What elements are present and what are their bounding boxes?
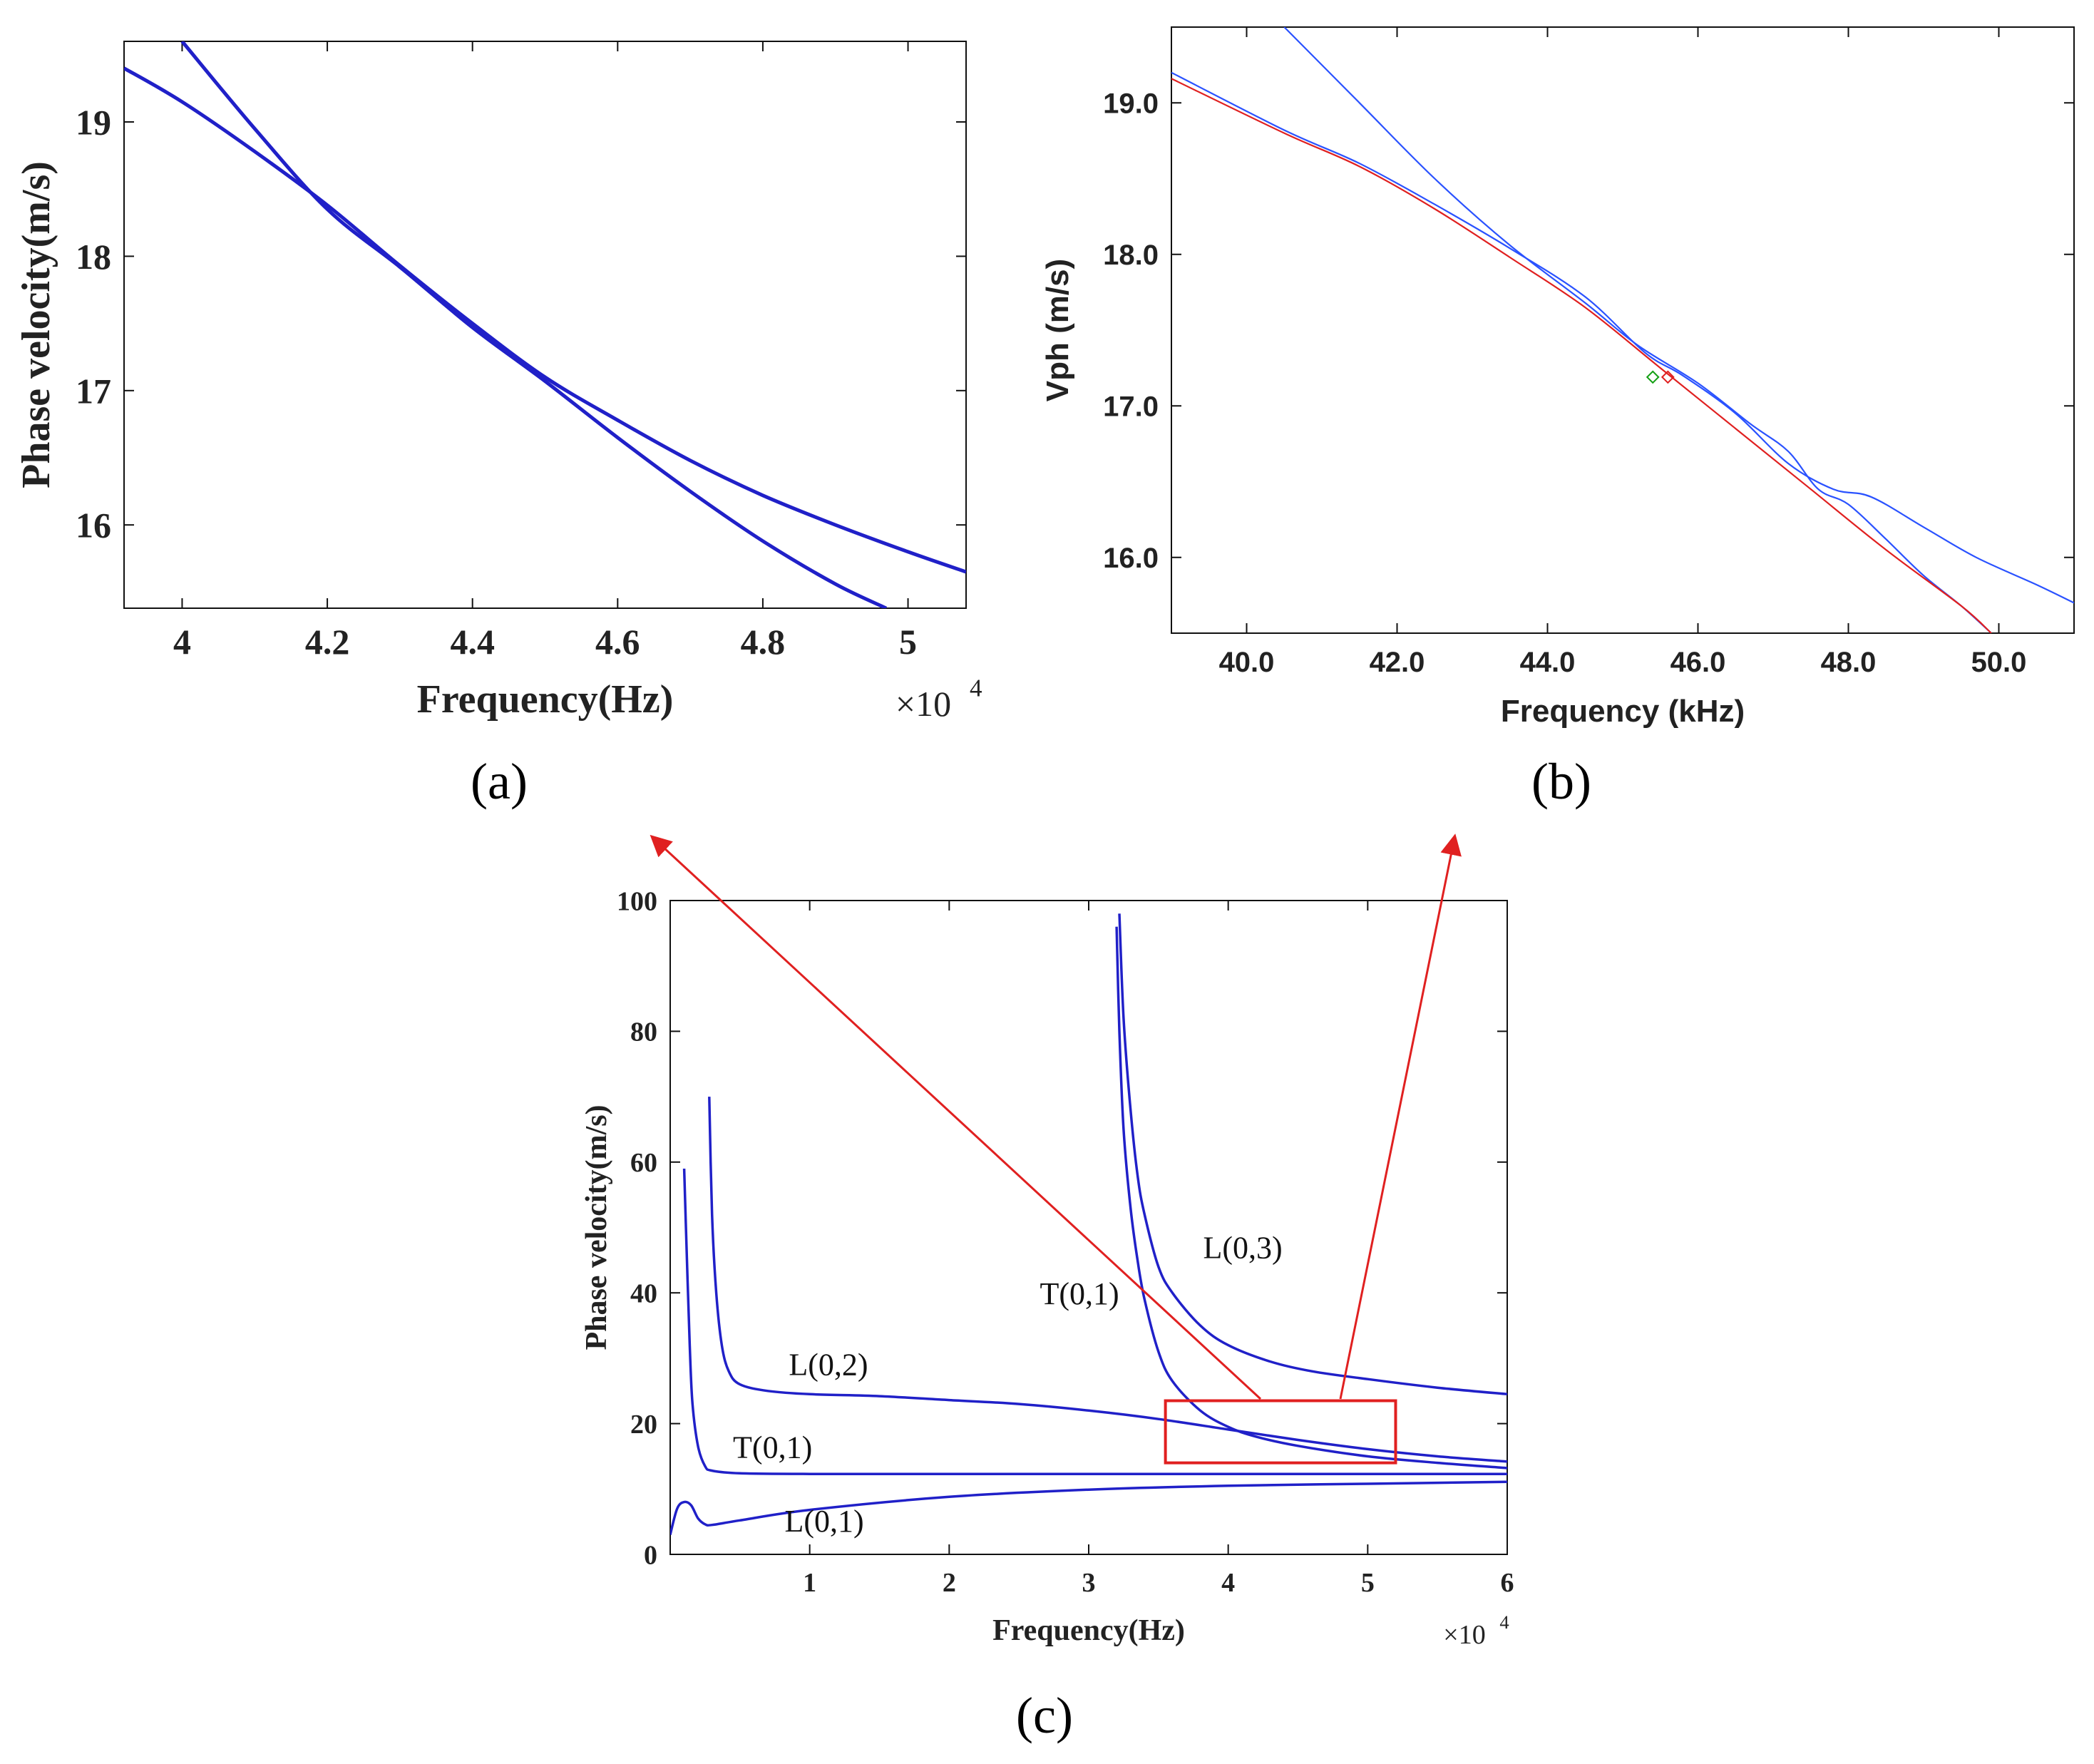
chart-c-plot-area <box>670 913 1507 1535</box>
series-line-red <box>1171 78 1992 633</box>
x-tick-label: 4.2 <box>305 622 350 662</box>
series-line-blue-2 <box>1283 27 1992 633</box>
x-axis-label: Frequency (kHz) <box>1501 694 1745 729</box>
y-tick-label: 18.0 <box>1103 240 1159 271</box>
series-line-l-0-3- <box>1118 913 1507 1396</box>
arrow-to-panel-a <box>650 834 1262 1400</box>
x-axis-label: Frequency(Hz) <box>417 677 674 722</box>
x-tick-label: 42.0 <box>1370 647 1425 678</box>
x-tick-label: 2 <box>943 1568 956 1598</box>
series-line-blue-1 <box>1171 71 2074 604</box>
chart-a: 4 4.2 4.4 4.6 4.8 5 16 17 18 19 Frequency(Hz) Phase… <box>14 41 982 724</box>
x-tick-label: 4 <box>173 622 191 662</box>
chart-a-plot-area <box>124 41 966 608</box>
curve-annotation: L(0,3) <box>1203 1231 1282 1266</box>
x-tick-label: 40.0 <box>1219 647 1275 678</box>
x-tick-label: 3 <box>1082 1568 1096 1598</box>
red-diamond-marker <box>1661 370 1675 384</box>
y-tick-label: 80 <box>630 1017 657 1047</box>
x-tick-label: 48.0 <box>1821 647 1877 678</box>
chart-b-plot-area <box>1171 27 2074 633</box>
series-line-l-0-2- <box>708 1097 1507 1463</box>
y-tick-label: 19.0 <box>1103 88 1159 119</box>
chart-b-frame <box>1171 26 2075 634</box>
curve-annotation: L(0,2) <box>789 1348 868 1383</box>
x-tick-label: 6 <box>1501 1568 1514 1598</box>
y-axis-label: Phase velocity(m/s) <box>14 161 58 488</box>
x-multiplier: ×10 <box>895 684 951 724</box>
curve-annotation: L(0,1) <box>784 1504 863 1539</box>
x-tick-label: 1 <box>803 1568 816 1598</box>
y-tick-label: 40 <box>630 1279 657 1309</box>
x-multiplier: ×10 <box>1443 1620 1485 1650</box>
y-tick-label: 16.0 <box>1103 543 1159 574</box>
series-line-t-0-1- <box>180 41 888 608</box>
panel-label-a: (a) <box>471 753 528 810</box>
series-line-l-0-2- <box>124 66 966 574</box>
y-axis-label: Vph (m/s) <box>1040 259 1075 401</box>
y-tick-label: 0 <box>644 1540 657 1570</box>
x-tick-label: 4.4 <box>450 622 495 662</box>
x-multiplier-exponent: 4 <box>1499 1611 1509 1633</box>
panel-label-c: (c) <box>1016 1687 1073 1744</box>
zoom-region-box <box>1164 1399 1397 1465</box>
curve-annotation: T(0,1) <box>733 1430 812 1465</box>
y-axis-label: Phase velocity(m/s) <box>580 1104 613 1350</box>
x-tick-label: 44.0 <box>1520 647 1576 678</box>
y-tick-label: 17.0 <box>1103 391 1159 422</box>
curve-annotation: T(0,1) <box>1040 1276 1119 1311</box>
panel-label-b: (b) <box>1531 753 1591 810</box>
y-tick-label: 16 <box>76 506 111 545</box>
series-line-t-0-1- <box>682 1168 1507 1476</box>
green-diamond-marker <box>1646 370 1660 384</box>
y-tick-label: 19 <box>76 103 111 143</box>
series-line-t-0-1-upper <box>1115 926 1507 1470</box>
y-tick-label: 100 <box>617 886 657 916</box>
x-tick-label: 5 <box>1361 1568 1375 1598</box>
chart-b: 40.0 42.0 44.0 46.0 48.0 50.0 16.0 17.0 18.0 19.0… <box>1040 26 2075 729</box>
x-tick-label: 5 <box>899 622 917 662</box>
y-tick-label: 17 <box>76 371 111 411</box>
x-tick-label: 4.6 <box>595 622 640 662</box>
arrow-to-panel-b <box>1339 834 1462 1400</box>
x-multiplier-exponent: 4 <box>970 675 982 702</box>
x-tick-label: 4 <box>1221 1568 1235 1598</box>
y-tick-label: 20 <box>630 1410 657 1440</box>
x-tick-label: 50.0 <box>1971 647 2027 678</box>
series-line-l-0-1- <box>670 1480 1507 1535</box>
y-tick-label: 60 <box>630 1148 657 1178</box>
x-axis-label: Frequency(Hz) <box>992 1614 1185 1647</box>
chart-a-frame <box>123 41 967 609</box>
x-tick-label: 46.0 <box>1670 647 1726 678</box>
x-tick-label: 4.8 <box>741 622 786 662</box>
y-tick-label: 18 <box>76 237 111 277</box>
